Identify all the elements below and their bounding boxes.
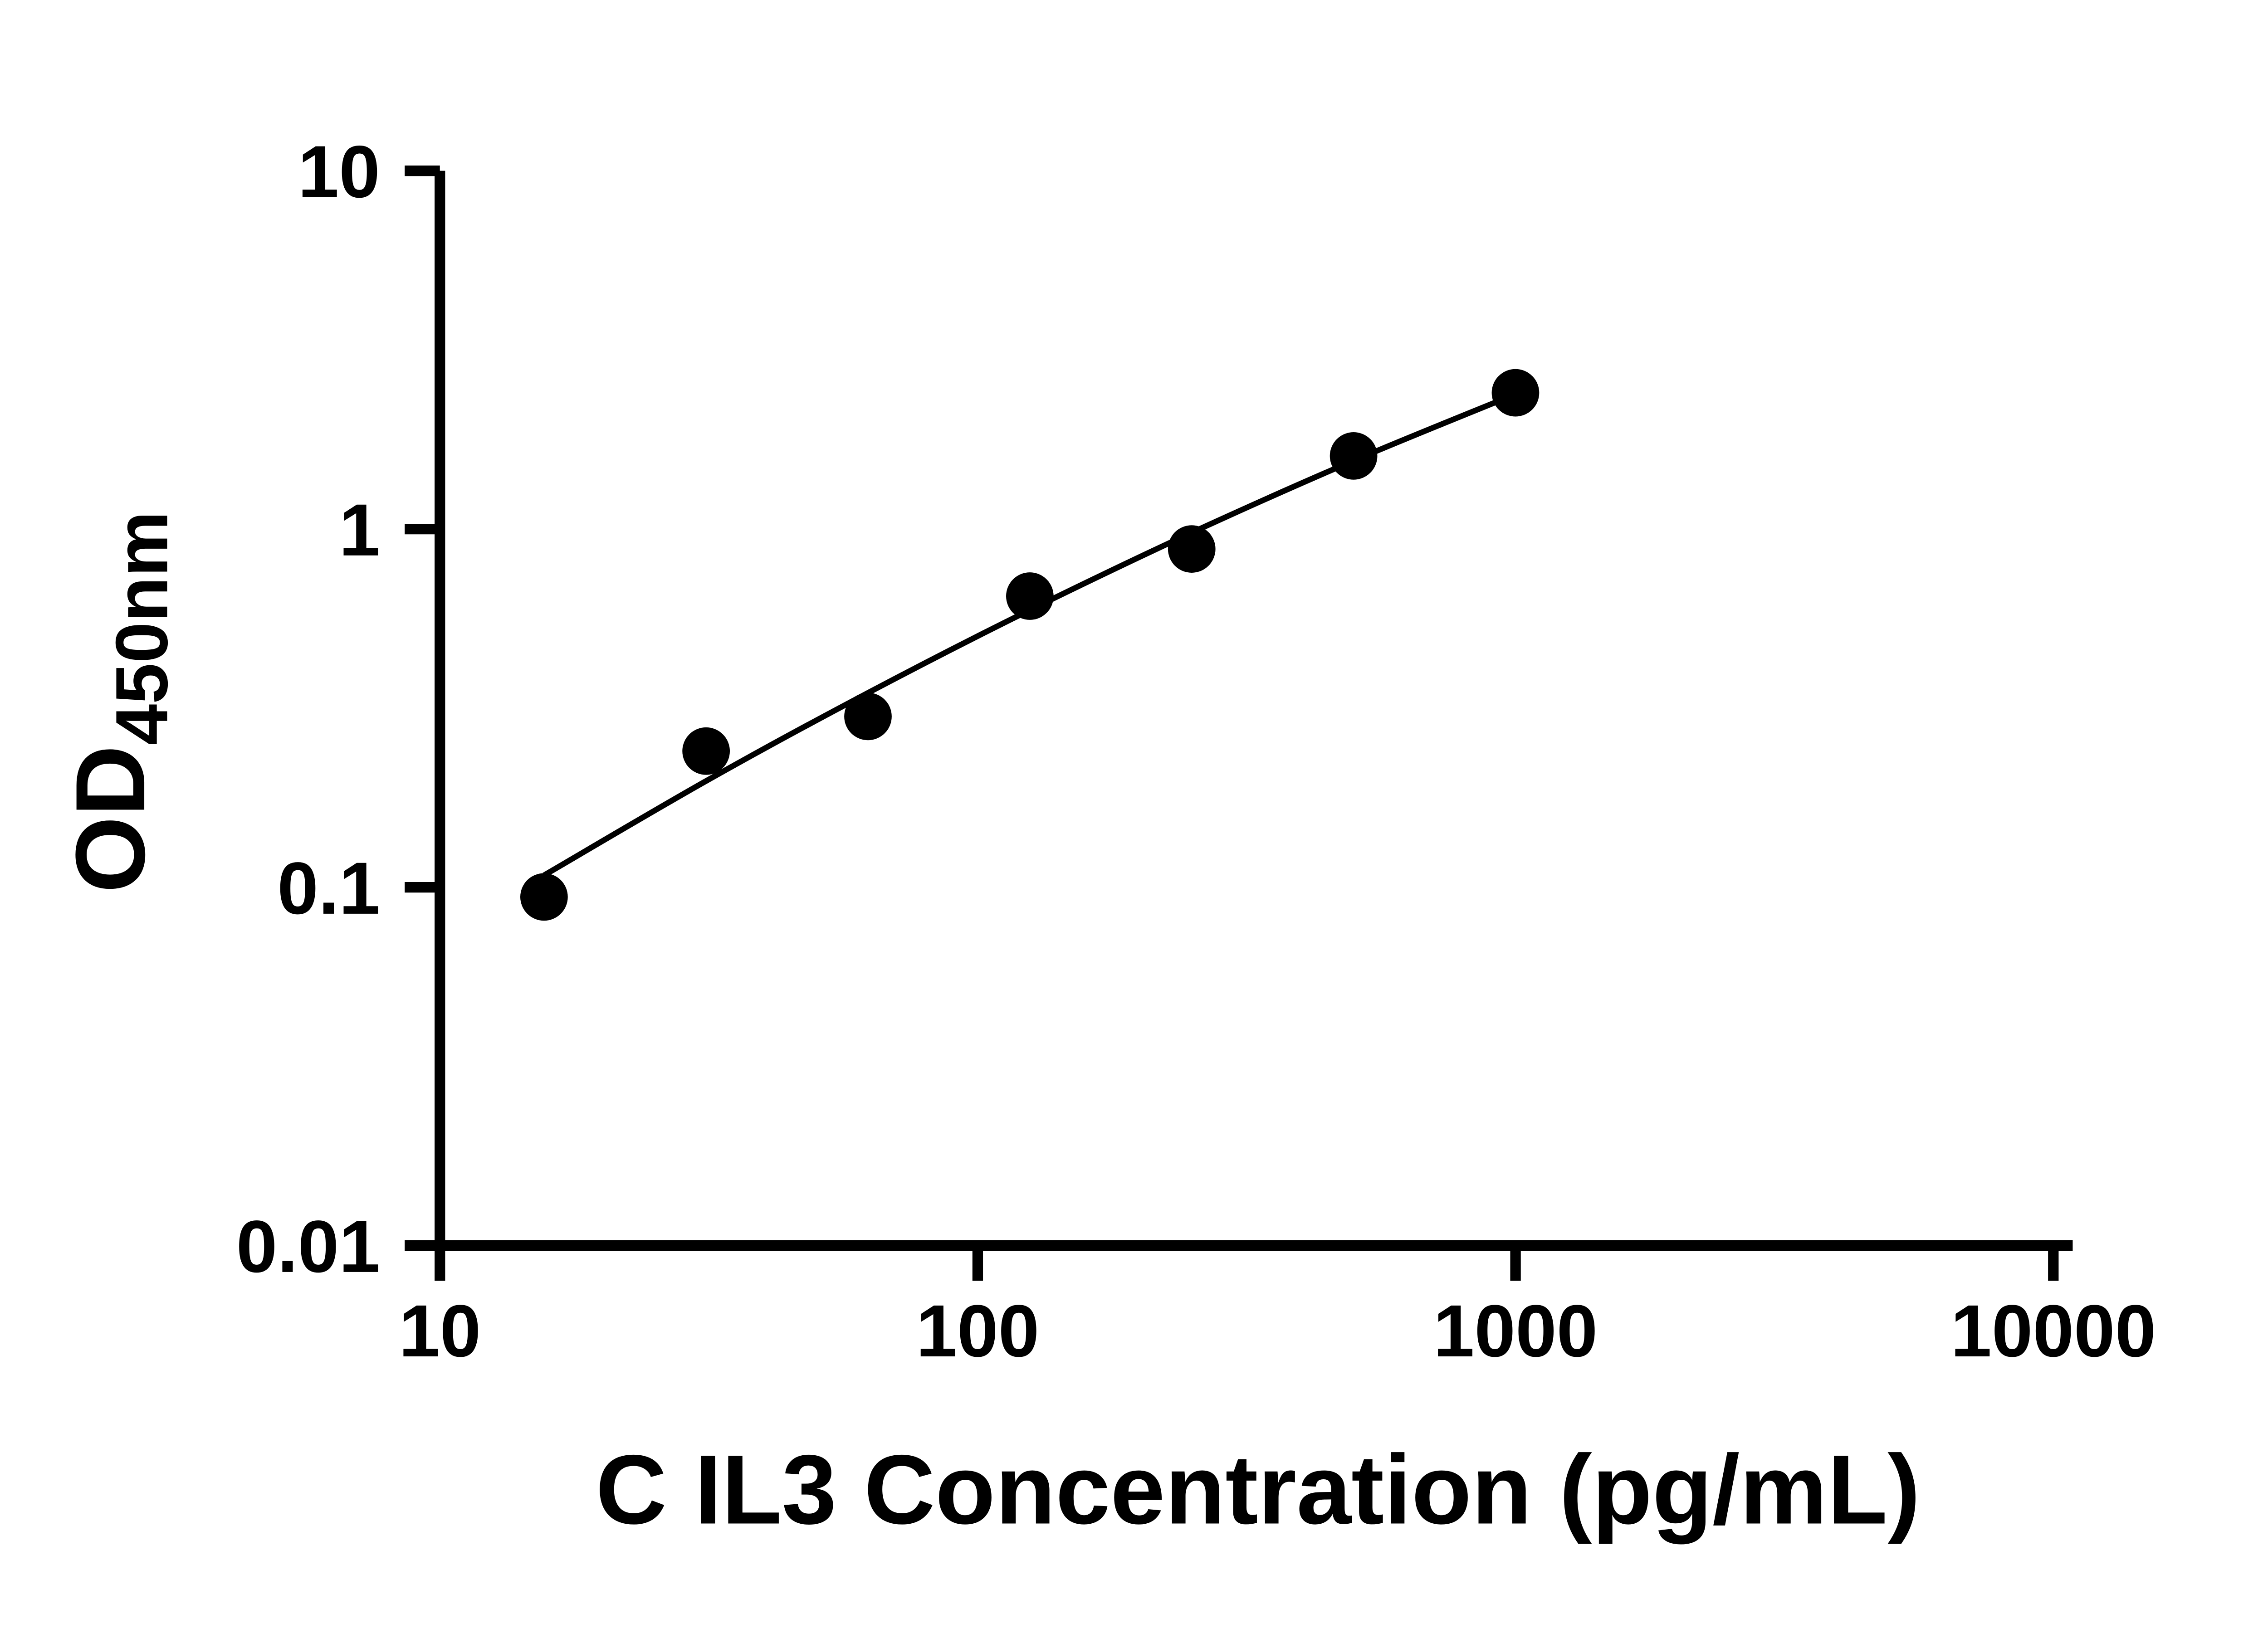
y-tick-label: 0.01 (236, 1205, 380, 1288)
y-axis-title-subscript: 450nm (101, 511, 183, 745)
y-tick-label: 10 (298, 131, 380, 213)
y-axis-title-main: OD (55, 745, 166, 893)
data-point (844, 692, 892, 741)
data-point (1006, 572, 1054, 620)
y-tick-label: 0.1 (277, 847, 380, 930)
x-axis-title: C IL3 Concentration (pg/mL) (596, 1435, 1920, 1545)
data-point (1168, 525, 1216, 573)
plot-layer: 10 100 1000 10000 0.01 0.1 1 10 (236, 131, 2156, 1372)
axes (435, 171, 2073, 1251)
y-axis-title: OD450nm (55, 511, 183, 893)
data-point (1330, 432, 1378, 480)
data-point (1491, 369, 1540, 417)
data-point (682, 727, 730, 775)
y-tick-label: 1 (339, 489, 380, 571)
x-tick-label: 10000 (1950, 1290, 2156, 1372)
data-point (520, 873, 568, 921)
x-tick-label: 10 (399, 1290, 481, 1372)
x-tick-label: 100 (916, 1290, 1040, 1372)
x-tick-label: 1000 (1433, 1290, 1598, 1372)
